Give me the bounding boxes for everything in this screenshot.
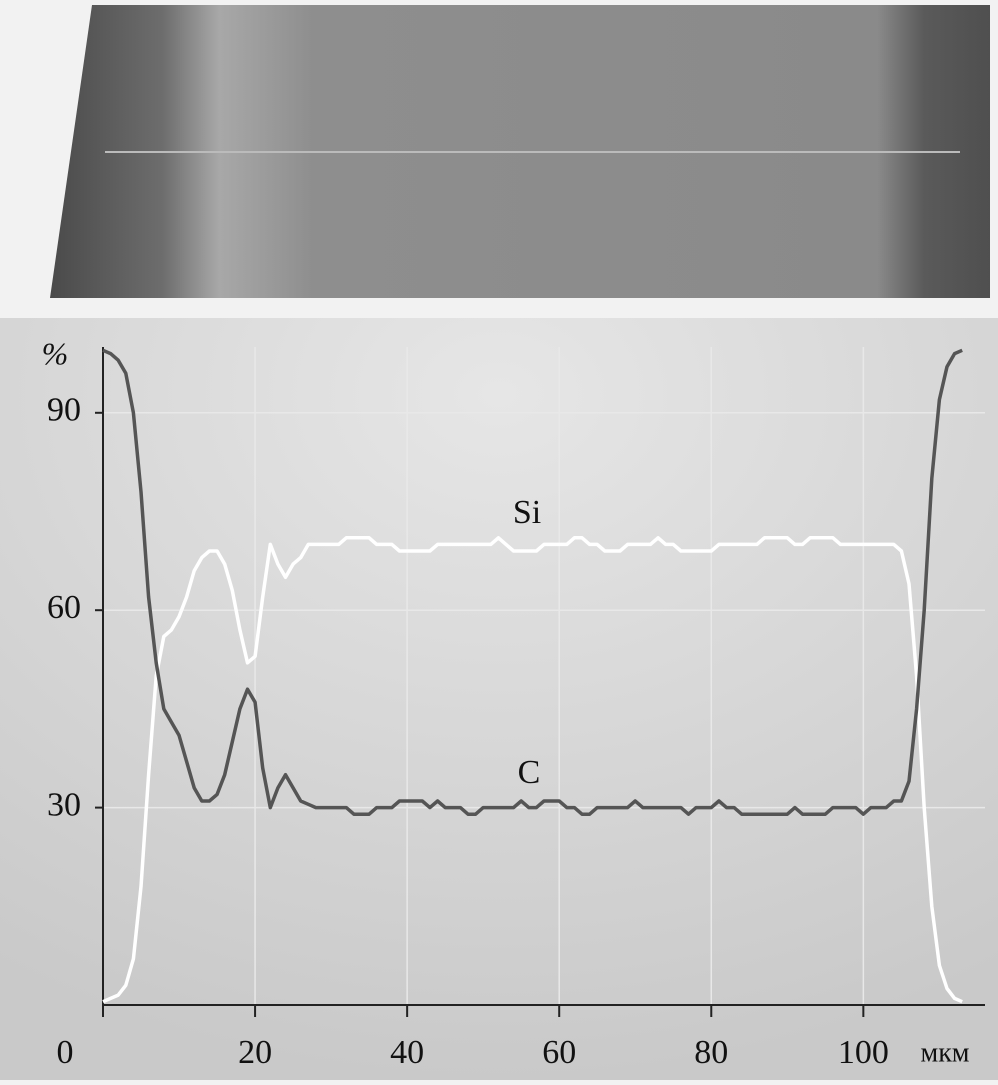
data-line bbox=[102, 536, 963, 1004]
plot: 30 60 90 0 20 40 60 80 100 bbox=[47, 347, 985, 1071]
series-label: C bbox=[518, 754, 541, 791]
x-tick-label: 80 bbox=[694, 1034, 728, 1071]
data-line bbox=[102, 348, 963, 816]
plot-background bbox=[0, 318, 998, 1080]
series-label: Si bbox=[513, 494, 541, 531]
y-tick-label: 60 bbox=[47, 589, 81, 626]
x-tick-label: 20 bbox=[238, 1034, 272, 1071]
sem-image bbox=[50, 5, 990, 298]
y-axis-label: % bbox=[42, 335, 69, 371]
y-tick-label: 30 bbox=[47, 786, 81, 823]
x-tick-label: 100 bbox=[838, 1034, 889, 1071]
x-tick-label: 40 bbox=[390, 1034, 424, 1071]
x-tick-label: 60 bbox=[542, 1034, 576, 1071]
y-tick-label: 90 bbox=[47, 392, 81, 429]
x-axis-label: мкм bbox=[920, 1037, 969, 1068]
x-tick-label: 0 bbox=[57, 1034, 74, 1071]
